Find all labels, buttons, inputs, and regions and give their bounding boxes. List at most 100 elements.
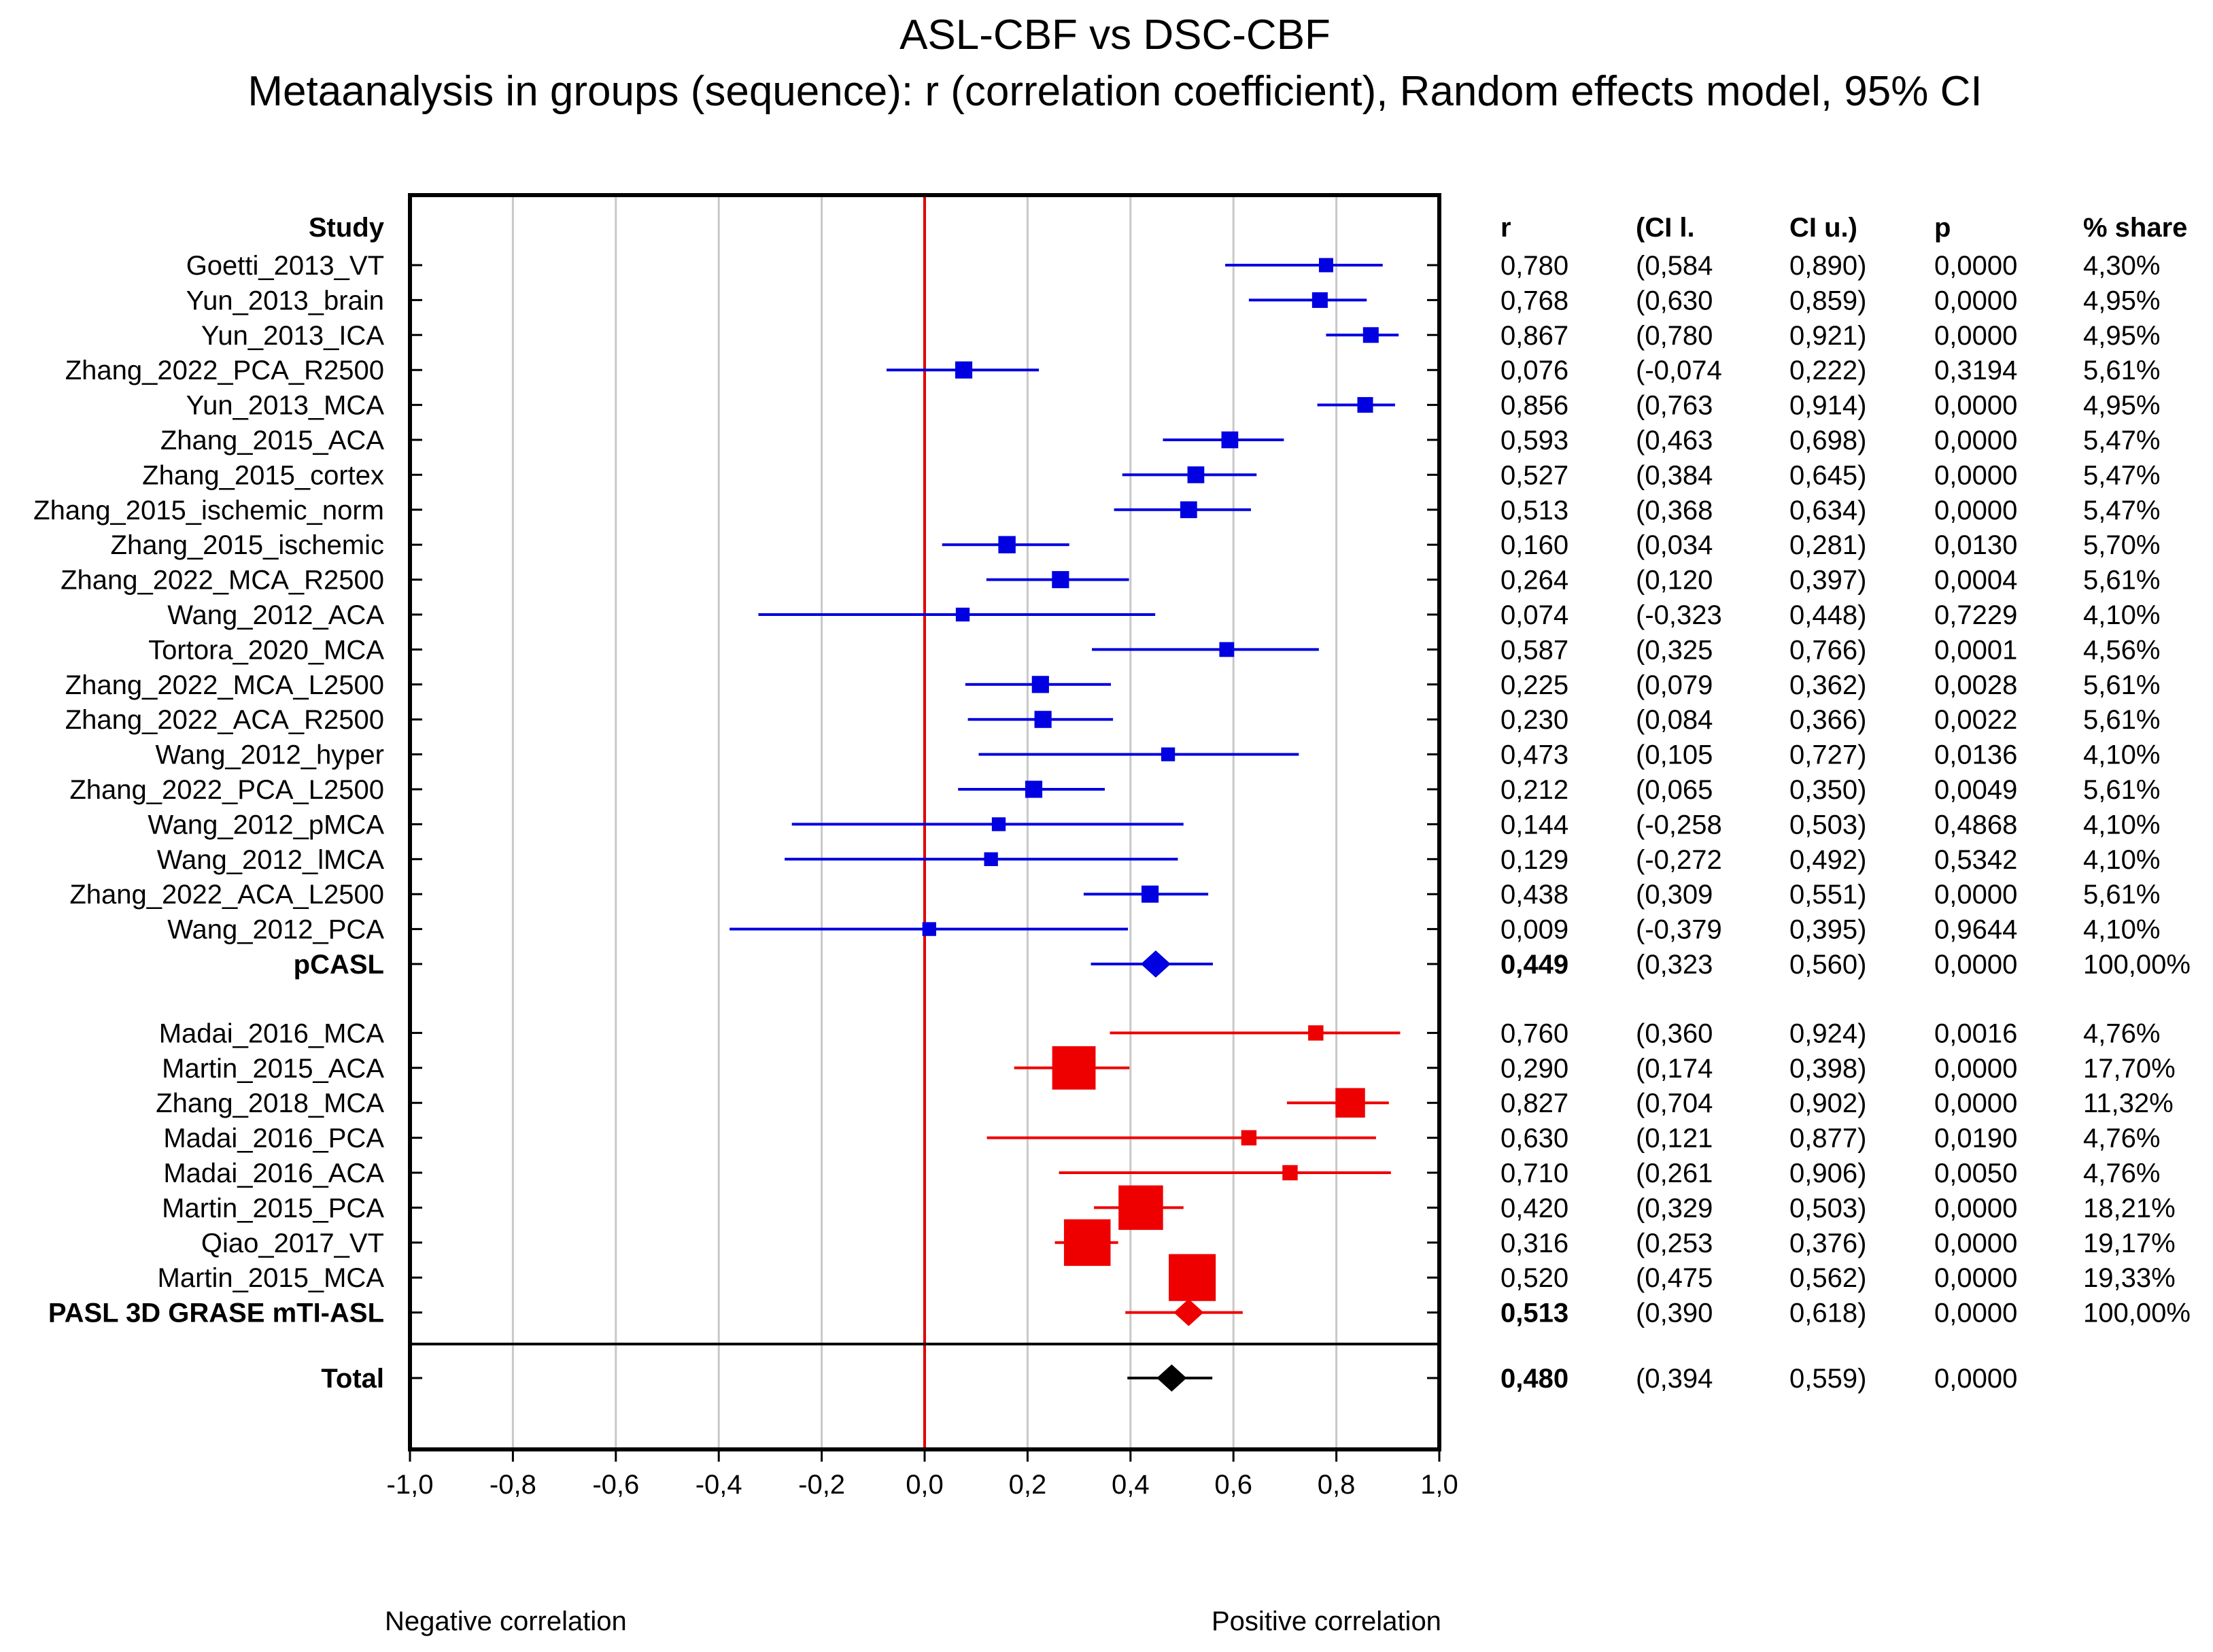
study-p: 0,0000 — [1934, 1193, 2017, 1223]
study-label: Zhang_2022_PCA_R2500 — [65, 356, 384, 385]
study-p: 0,0000 — [1934, 1054, 2017, 1084]
study-p: 0,0000 — [1934, 1263, 2017, 1293]
study-r: 0,856 — [1500, 391, 1568, 421]
study-point — [1025, 780, 1043, 798]
study-ci-upper: 0,914) — [1789, 391, 1866, 421]
study-point — [984, 852, 998, 866]
study-r: 0,587 — [1500, 635, 1568, 665]
study-label: Yun_2013_brain — [186, 286, 384, 315]
study-ci-lower: (0,121 — [1636, 1124, 1713, 1154]
study-point — [1063, 1219, 1111, 1267]
study-ci-lower: (0,475 — [1636, 1263, 1713, 1293]
group-summary-r: 0,513 — [1500, 1298, 1568, 1328]
study-label: Tortora_2020_MCA — [148, 635, 384, 665]
x-axis: -1,0 -0,8 -0,6 -0,4 -0,2 0,0 0,2 0,4 0,6 0,8 1,0 — [387, 1449, 1458, 1500]
study-ci-upper: 0,634) — [1789, 496, 1866, 526]
study-ci-lower: (0,704 — [1636, 1088, 1713, 1118]
study-ci-lower: (0,120 — [1636, 566, 1713, 596]
study-ci-upper: 0,222) — [1789, 356, 1866, 385]
x-tick-label: -0,6 — [592, 1470, 639, 1500]
study-share: 4,76% — [2083, 1018, 2160, 1048]
study-point — [1221, 431, 1239, 449]
study-share: 5,70% — [2083, 530, 2160, 560]
study-point — [1052, 1046, 1096, 1090]
study-point — [1034, 710, 1052, 728]
study-label: Madai_2016_ACA — [163, 1158, 384, 1188]
study-r: 0,520 — [1500, 1263, 1568, 1293]
study-r: 0,593 — [1500, 426, 1568, 455]
study-ci-lower: (0,174 — [1636, 1054, 1713, 1084]
study-ci-lower: (-0,074 — [1636, 356, 1722, 385]
study-p: 0,9644 — [1934, 915, 2017, 945]
study-label: Wang_2012_pMCA — [148, 810, 384, 840]
study-ci-upper: 0,877) — [1789, 1124, 1866, 1154]
share-column-header: % share — [2083, 213, 2187, 243]
group-summary-diamond — [1173, 1298, 1204, 1326]
study-ci-lower: (0,463 — [1636, 426, 1713, 455]
study-ci-upper: 0,398) — [1789, 1054, 1866, 1084]
study-ci-upper: 0,924) — [1789, 1018, 1866, 1048]
study-share: 4,10% — [2083, 915, 2160, 945]
study-r: 0,316 — [1500, 1228, 1568, 1258]
study-ci-upper: 0,902) — [1789, 1088, 1866, 1118]
study-ci-upper: 0,906) — [1789, 1158, 1866, 1188]
study-column-header: Study — [309, 213, 385, 243]
study-label: Qiao_2017_VT — [201, 1228, 384, 1258]
study-p: 0,0000 — [1934, 391, 2017, 421]
study-ci-lower: (0,084 — [1636, 705, 1713, 735]
study-share: 4,10% — [2083, 810, 2160, 840]
study-r: 0,076 — [1500, 356, 1568, 385]
study-ci-lower: (0,079 — [1636, 670, 1713, 700]
plot-area — [408, 193, 1441, 1451]
study-label: Madai_2016_MCA — [159, 1018, 385, 1048]
group-summary-diamond — [1140, 950, 1171, 978]
study-p: 0,0000 — [1934, 321, 2017, 351]
study-ci-lower: (0,368 — [1636, 496, 1713, 526]
study-point — [1311, 292, 1328, 308]
study-point — [1241, 1130, 1257, 1146]
study-r: 0,438 — [1500, 880, 1568, 910]
negative-correlation-label: Negative correlation — [385, 1606, 627, 1636]
study-p: 0,0130 — [1934, 530, 2017, 560]
study-share: 4,76% — [2083, 1124, 2160, 1154]
study-ci-upper: 0,448) — [1789, 600, 1866, 630]
x-tick-label: 0,6 — [1214, 1470, 1252, 1500]
study-share: 5,61% — [2083, 566, 2160, 596]
study-share: 4,95% — [2083, 321, 2160, 351]
group-summary-p: 0,0000 — [1934, 1298, 2017, 1328]
study-point — [1161, 747, 1176, 761]
study-ci-lower: (0,780 — [1636, 321, 1713, 351]
study-share: 19,33% — [2083, 1263, 2176, 1293]
study-point — [991, 817, 1006, 831]
study-p: 0,0190 — [1934, 1124, 2017, 1154]
study-share: 4,10% — [2083, 845, 2160, 875]
study-share: 4,56% — [2083, 635, 2160, 665]
group-summary-ci-upper: 0,618) — [1789, 1298, 1866, 1328]
study-p: 0,0000 — [1934, 1228, 2017, 1258]
study-label: Martin_2015_PCA — [162, 1193, 384, 1223]
study-p: 0,5342 — [1934, 845, 2017, 875]
study-ci-upper: 0,727) — [1789, 740, 1866, 770]
study-point — [1335, 1088, 1365, 1118]
study-p: 0,3194 — [1934, 356, 2017, 385]
study-point — [1169, 1254, 1216, 1301]
study-ci-upper: 0,492) — [1789, 845, 1866, 875]
study-r: 0,264 — [1500, 566, 1568, 596]
study-p: 0,0136 — [1934, 740, 2017, 770]
study-share: 4,10% — [2083, 740, 2160, 770]
study-share: 5,61% — [2083, 356, 2160, 385]
total-p: 0,0000 — [1934, 1364, 2017, 1394]
study-ci-upper: 0,921) — [1789, 321, 1866, 351]
r-column-header: r — [1500, 213, 1511, 243]
total-label: Total — [321, 1364, 384, 1394]
study-ci-lower: (0,329 — [1636, 1193, 1713, 1223]
study-ci-lower: (-0,258 — [1636, 810, 1722, 840]
study-share: 17,70% — [2083, 1054, 2176, 1084]
study-ci-lower: (0,325 — [1636, 635, 1713, 665]
study-r: 0,009 — [1500, 915, 1568, 945]
study-share: 5,61% — [2083, 775, 2160, 805]
total-ci-upper: 0,559) — [1789, 1364, 1866, 1394]
total-ci-lower: (0,394 — [1636, 1364, 1713, 1394]
study-ci-upper: 0,766) — [1789, 635, 1866, 665]
study-label: Martin_2015_MCA — [158, 1263, 385, 1293]
